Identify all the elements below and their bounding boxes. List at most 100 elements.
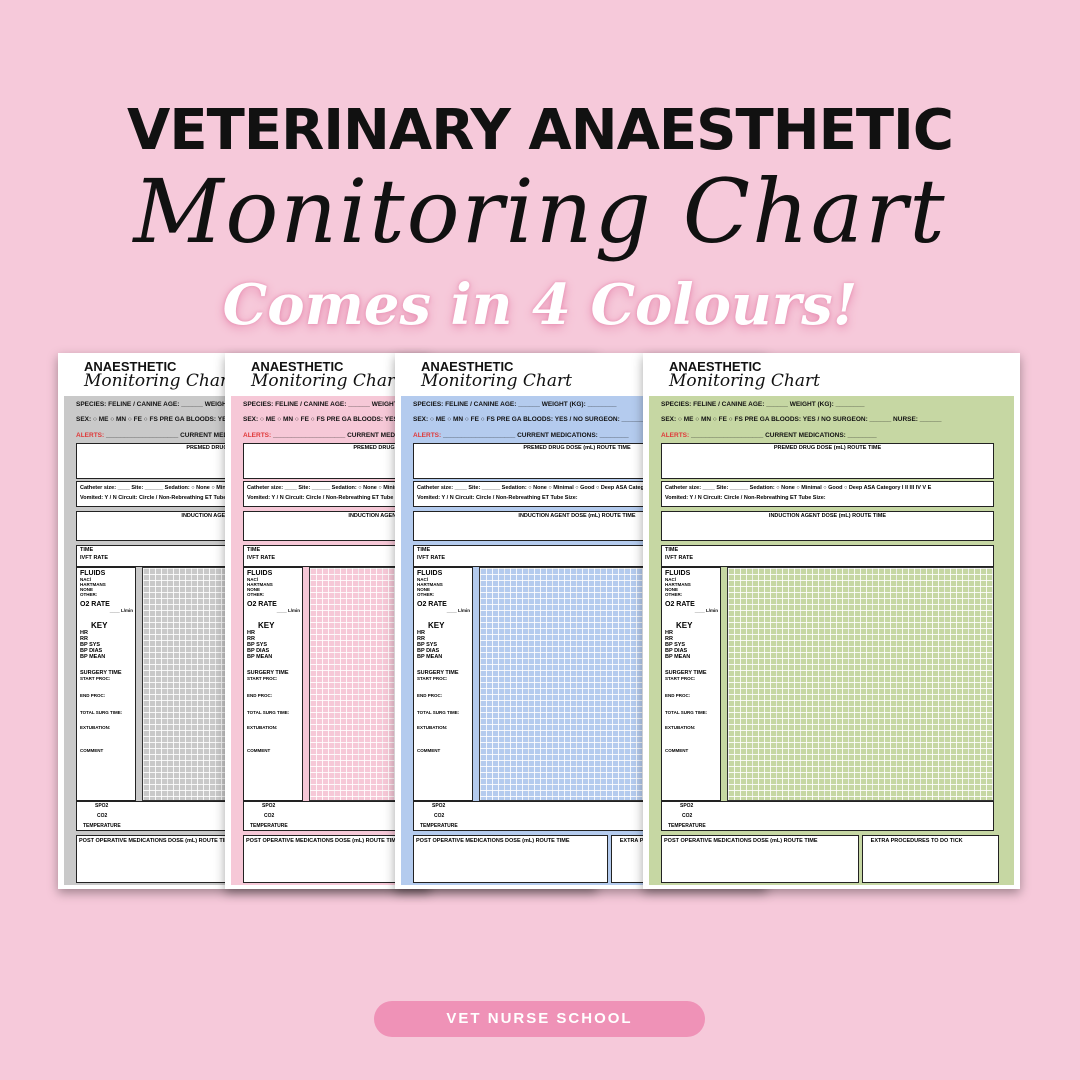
temperature-label: TEMPERATURE (420, 823, 458, 829)
time-label: TIME (80, 547, 94, 553)
side-panel: FLUIDS NACl HARTMANS NONE OTHER: O2 RATE ____ … (661, 567, 721, 801)
premed-header: PREMED DRUG DOSE (mL) ROUTE TIME (523, 445, 631, 451)
key-item: BP SYS (417, 642, 438, 648)
spo2-label: SPO2 (680, 803, 694, 809)
o2-label: O2 RATE (247, 601, 277, 608)
premed-table: PREMED DRUG DOSE (mL) ROUTE TIME (661, 443, 994, 479)
key-label: KEY (676, 621, 693, 630)
post-op-header: POST OPERATIVE MEDICATIONS DOSE (mL) ROU… (664, 838, 818, 844)
o2-label: O2 RATE (417, 601, 447, 608)
key-item: BP MEAN (80, 654, 106, 660)
sex-row: SEX: ○ ME ○ MN ○ FE ○ FS PRE GA BLOODS: … (661, 416, 942, 423)
key-label: KEY (91, 621, 108, 630)
start-label: START PROC: (247, 676, 278, 681)
script-headline: Monitoring Chart (133, 160, 947, 263)
current-meds-label: ____________________ CURRENT MEDICATIONS… (104, 432, 292, 439)
catheter-line: Catheter size: ____ Site: ______ Sedatio… (80, 485, 347, 491)
current-meds-label: ____________________ CURRENT MEDICATIONS… (441, 432, 629, 439)
post-op-header: POST OPERATIVE MEDICATIONS DOSE (mL) ROU… (79, 838, 233, 844)
fluid-option: HARTMANS (665, 582, 691, 587)
comment-label: COMMENT (417, 748, 441, 753)
fluid-option: OTHER: (417, 592, 435, 597)
start-label: START PROC: (417, 676, 448, 681)
extra-procedures-table: EXTRA PROCEDURES TO DO TICK (861, 835, 1000, 883)
fluid-option: NONE (247, 587, 261, 592)
time-label: TIME (247, 547, 261, 553)
spo2-label: SPO2 (432, 803, 446, 809)
fluid-option: HARTMANS (247, 582, 273, 587)
time-label: TIME (665, 547, 679, 553)
fluid-option: OTHER: (665, 592, 683, 597)
spo2-label: SPO2 (262, 803, 276, 809)
key-item: RR (665, 636, 673, 642)
sheet-heading: ANAESTHETIC (421, 359, 514, 374)
key-item: BP DIAS (80, 648, 103, 654)
key-item: HR (80, 630, 88, 636)
co2-label: CO2 (682, 813, 693, 819)
post-op-table: POST OPERATIVE MEDICATIONS DOSE (mL) ROU… (413, 835, 609, 883)
start-label: START PROC: (665, 676, 696, 681)
extubation-label: EXTUBATION: (80, 725, 111, 730)
alerts-label: ALERTS: (76, 432, 105, 439)
brand-button[interactable]: VET NURSE SCHOOL (374, 1001, 705, 1037)
extubation-label: EXTUBATION: (417, 725, 448, 730)
end-label: END PROC: (665, 693, 691, 698)
temperature-label: TEMPERATURE (250, 823, 288, 829)
ivft-label: IVFT RATE (665, 555, 694, 561)
ivft-label: IVFT RATE (247, 555, 276, 561)
surgery-time-label: SURGERY TIME (417, 670, 459, 676)
surgery-time-label: SURGERY TIME (665, 670, 707, 676)
alerts-label: ALERTS: (661, 432, 690, 439)
comment-label: COMMENT (80, 748, 104, 753)
co2-label: CO2 (97, 813, 108, 819)
o2-label: O2 RATE (80, 601, 110, 608)
vomited-line: Vomited: Y / N Circuit: Circle / Non-Reb… (665, 495, 826, 501)
colours-tagline: Comes in 4 Colours! (222, 272, 858, 338)
induction-header: INDUCTION AGENT DOSE (mL) ROUTE TIME (518, 513, 636, 519)
post-op-table: POST OPERATIVE MEDICATIONS DOSE (mL) ROU… (661, 835, 860, 883)
induction-table: INDUCTION AGENT DOSE (mL) ROUTE TIME (661, 511, 994, 541)
fluid-option: HARTMANS (80, 582, 106, 587)
key-item: BP SYS (80, 642, 101, 648)
sheet-heading: ANAESTHETIC (669, 359, 762, 374)
o2-label: O2 RATE (665, 601, 695, 608)
side-panel: FLUIDS NACl HARTMANS NONE OTHER: O2 RATE ____ … (243, 567, 303, 801)
fluid-option: NACl (80, 577, 91, 582)
alerts-label: ALERTS: (243, 432, 272, 439)
temperature-label: TEMPERATURE (83, 823, 121, 829)
species-row: SPECIES: FELINE / CANINE AGE: ______ WEI… (243, 401, 447, 408)
total-label: TOTAL SURG TIME: (665, 710, 708, 715)
catheter-line: Catheter size: ____ Site: ______ Sedatio… (417, 485, 684, 491)
fluids-label: FLUIDS (80, 570, 106, 577)
key-item: HR (417, 630, 425, 636)
sheet-subheading: Monitoring Chart (251, 371, 402, 391)
temperature-label: TEMPERATURE (668, 823, 706, 829)
alerts-row: ALERTS: ____________________ CURRENT MED… (243, 432, 459, 439)
catheter-line: Catheter size: ____ Site: ______ Sedatio… (247, 485, 514, 491)
sheet-subheading: Monitoring Chart (84, 371, 235, 391)
side-panel: FLUIDS NACl HARTMANS NONE OTHER: O2 RATE ____ … (413, 567, 473, 801)
lmin-label: ____ L/min (276, 608, 300, 613)
co2-label: CO2 (264, 813, 275, 819)
fluids-label: FLUIDS (665, 570, 691, 577)
key-item: BP DIAS (417, 648, 440, 654)
start-label: START PROC: (80, 676, 111, 681)
ivft-label: IVFT RATE (417, 555, 446, 561)
species-row: SPECIES: FELINE / CANINE AGE: ______ WEI… (661, 401, 865, 408)
time-row: TIME IVFT RATE (661, 545, 994, 567)
chart-sheet-green: ANAESTHETIC Monitoring Chart SPECIES: FELI… (643, 353, 1020, 889)
vomited-line: Vomited: Y / N Circuit: Circle / Non-Reb… (80, 495, 241, 501)
sheet-subheading: Monitoring Chart (669, 371, 820, 391)
extra-header: EXTRA PROCEDURES TO DO TICK (870, 838, 963, 844)
post-op-header: POST OPERATIVE MEDICATIONS DOSE (mL) ROU… (416, 838, 570, 844)
extubation-label: EXTUBATION: (665, 725, 696, 730)
catheter-line: Catheter size: ____ Site: ______ Sedatio… (665, 485, 932, 491)
key-item: BP SYS (665, 642, 686, 648)
comment-label: COMMENT (665, 748, 689, 753)
alerts-row: ALERTS: ____________________ CURRENT MED… (413, 432, 629, 439)
key-item: BP MEAN (417, 654, 443, 660)
side-panel: FLUIDS NACl HARTMANS NONE OTHER: O2 RATE ____ … (76, 567, 136, 801)
key-item: RR (417, 636, 425, 642)
species-row: SPECIES: FELINE / CANINE AGE: ______ WEI… (76, 401, 280, 408)
total-label: TOTAL SURG TIME: (247, 710, 290, 715)
